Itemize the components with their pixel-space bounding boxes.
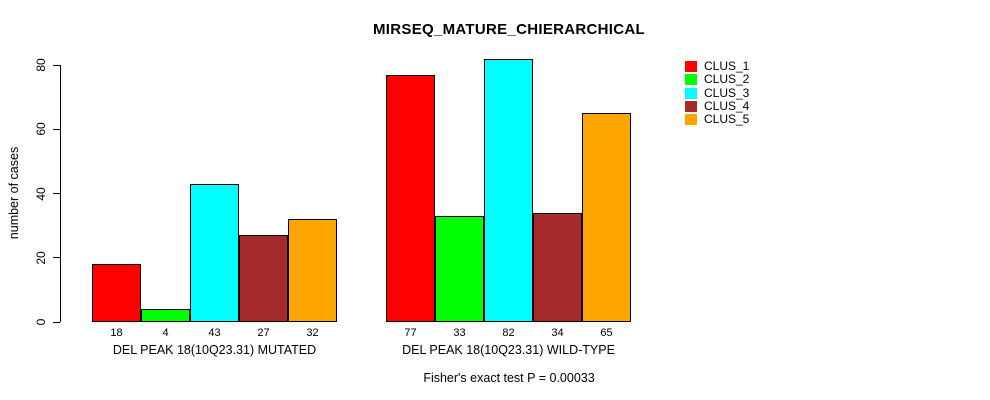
legend-swatch [685,114,697,126]
y-axis-tick [53,128,60,130]
bar-value-label: 27 [257,327,270,339]
category-label: DEL PEAK 18(10Q23.31) MUTATED [112,343,317,357]
y-axis-tick [53,64,60,66]
bar-value-label: 82 [502,327,515,339]
legend-swatch [685,74,697,86]
bar-value-label: 65 [600,327,613,339]
bar-clus_3 [190,184,239,322]
y-axis-tick-label: 20 [34,251,48,265]
chart-title: MIRSEQ_MATURE_CHIERARCHICAL [373,21,645,38]
bar-value-label: 77 [404,327,417,339]
y-axis-tick-label: 60 [34,122,48,136]
bar-clus_2 [435,216,484,322]
y-axis-tick [53,321,60,323]
legend-item-clus_3: CLUS_3 [685,85,750,100]
bar-value-label: 33 [453,327,466,339]
category-label: DEL PEAK 18(10Q23.31) WILD-TYPE [402,343,615,357]
y-axis-tick-label: 40 [34,186,48,201]
bar-clus_4 [239,235,288,322]
y-axis-label: number of cases [7,146,21,240]
y-axis-tick-label: 0 [34,318,48,326]
legend-item-clus_4: CLUS_4 [685,100,749,113]
legend-item-clus_2: CLUS_2 [685,73,749,86]
legend-label: CLUS_1 [704,59,750,74]
legend: CLUS_1 CLUS_2 CLUS_3 CLUS_4 CLUS_5 [685,60,749,126]
bar-value-label: 4 [162,327,169,339]
y-axis-tick [53,257,60,259]
bar-clus_3 [484,59,533,322]
bar-clus_2 [141,309,190,322]
y-axis-line [60,65,61,322]
bar-clus_1 [386,75,435,322]
legend-swatch [685,101,697,113]
bar-clus_1 [92,264,141,322]
legend-swatch [685,61,697,73]
bar-clus_4 [533,213,582,322]
legend-label: CLUS_5 [704,112,750,127]
caption: Fisher's exact test P = 0.00033 [423,371,595,385]
legend-label: CLUS_2 [704,72,750,87]
legend-label: CLUS_4 [704,99,750,114]
bar-value-label: 32 [306,327,319,339]
legend-item-clus_1: CLUS_1 [685,60,749,73]
bar-clus_5 [582,113,631,322]
legend-item-clus_5: CLUS_5 [685,113,749,126]
legend-swatch [685,87,697,99]
y-axis-tick-label: 80 [34,58,48,72]
legend-label: CLUS_3 [704,85,750,100]
bar-value-label: 18 [110,327,123,339]
bar-clus_5 [288,219,337,322]
y-axis-tick [53,193,60,194]
bar-value-label: 43 [208,327,221,339]
bar-value-label: 34 [551,327,564,339]
